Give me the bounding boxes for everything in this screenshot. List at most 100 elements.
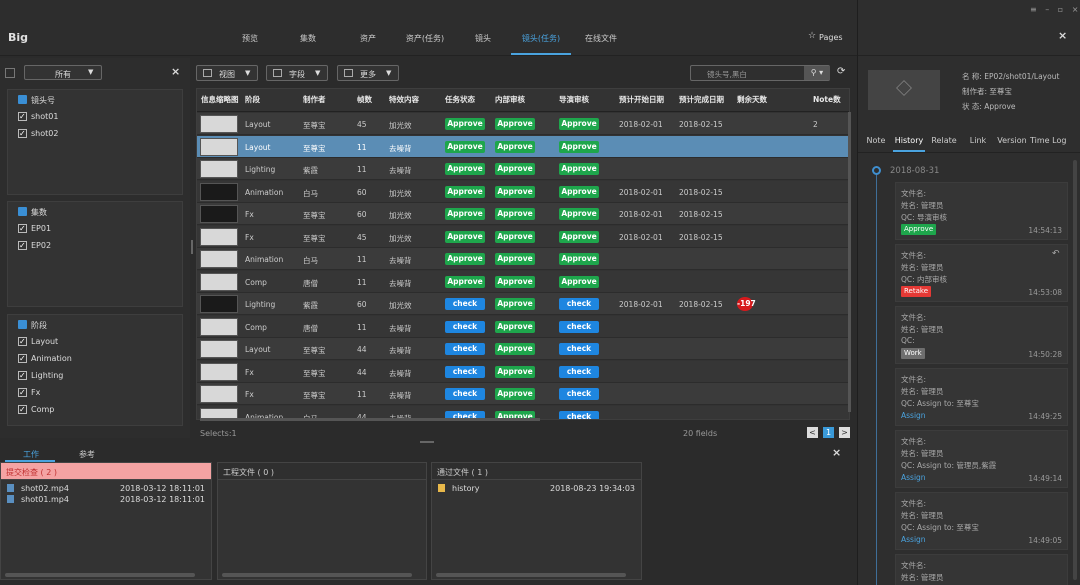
nav-tab[interactable]: 资产(任务) bbox=[405, 34, 445, 43]
cell-text: 2018-02-15 bbox=[679, 210, 723, 219]
logo: Big bbox=[8, 31, 29, 44]
table-row[interactable]: Lighting 紫霞 60 加光效 check Approve check 2018-02-… bbox=[197, 293, 849, 315]
nav-tab[interactable]: 预览 bbox=[242, 34, 258, 43]
filter-dropdown[interactable]: 所有 ▼ bbox=[24, 65, 102, 80]
column-header[interactable]: 信息缩略图 bbox=[201, 95, 239, 104]
page-current[interactable]: 1 bbox=[823, 427, 834, 438]
entry-line: 文件名: bbox=[901, 189, 927, 198]
bottom-close[interactable]: × bbox=[832, 446, 842, 459]
table-row[interactable]: Animation 白马 44 去噪背 check Approve check bbox=[197, 405, 849, 419]
cell-text: 60 bbox=[357, 187, 367, 197]
nav-tab[interactable]: 资产 bbox=[360, 34, 376, 43]
entry-line: QC: 内部审核 bbox=[901, 275, 948, 284]
entry-time: 14:49:14 bbox=[1028, 474, 1062, 483]
table-row[interactable]: Fx 至尊宝 11 去噪背 check Approve check bbox=[197, 383, 849, 405]
detail-tab[interactable]: Time Log bbox=[1030, 136, 1067, 145]
fields-count: 20 fields bbox=[683, 429, 718, 438]
table-row[interactable]: Fx 至尊宝 44 去噪背 check Approve check bbox=[197, 360, 849, 383]
cell-text: 白马 bbox=[303, 188, 318, 198]
column-header[interactable]: 导演审核 bbox=[559, 95, 589, 104]
column-header[interactable]: 剩余天数 bbox=[737, 95, 767, 104]
bottom-tab[interactable]: 参考 bbox=[79, 450, 95, 459]
button-icon bbox=[273, 69, 282, 77]
button-caret: ▼ bbox=[386, 69, 392, 77]
detail-tab[interactable]: Note bbox=[866, 136, 886, 145]
page-prev[interactable]: < bbox=[807, 427, 818, 438]
table-row[interactable]: Fx 至尊宝 60 加光效 Approve Approve Approve 2018-02-0… bbox=[197, 203, 849, 225]
checkbox[interactable]: ✓ bbox=[18, 112, 27, 121]
thumbnail bbox=[200, 137, 238, 156]
detail-tab[interactable]: Version bbox=[997, 136, 1027, 145]
thumbnail bbox=[200, 295, 238, 313]
selects-count: Selects:1 bbox=[200, 429, 237, 438]
table-row[interactable]: Layout 至尊宝 45 加光效 Approve Approve Approve 2018-… bbox=[197, 113, 849, 135]
detail-tab[interactable]: Relate bbox=[931, 136, 957, 145]
checkbox[interactable]: ✓ bbox=[18, 388, 27, 397]
column-header[interactable]: 预计开始日期 bbox=[619, 95, 664, 104]
panel-title: 工程文件 ( 0 ) bbox=[223, 468, 274, 477]
checkbox[interactable]: ✓ bbox=[18, 241, 27, 250]
cell-text: Fx bbox=[245, 390, 254, 399]
page-next[interactable]: > bbox=[839, 427, 850, 438]
table-row[interactable]: Comp 唐僧 11 去噪背 check Approve check bbox=[197, 315, 849, 338]
status-badge: Approve bbox=[495, 320, 535, 333]
cell-text: 加光效 bbox=[389, 211, 412, 220]
file-name[interactable]: shot01.mp4 bbox=[21, 495, 69, 504]
nav-tab[interactable]: 镜头 bbox=[475, 34, 491, 43]
checkbox[interactable]: ✓ bbox=[18, 337, 27, 346]
cell-text: 2 bbox=[813, 120, 818, 129]
thumbnail bbox=[200, 182, 238, 201]
status-badge: Approve bbox=[445, 230, 485, 243]
refresh-icon[interactable]: ⟳ bbox=[837, 66, 846, 77]
column-header[interactable]: 帧数 bbox=[357, 95, 372, 104]
panel-header bbox=[218, 463, 426, 480]
table-row[interactable]: Animation 白马 11 去噪背 Approve Approve Approve bbox=[197, 248, 849, 270]
column-header[interactable]: 任务状态 bbox=[445, 95, 475, 104]
close-detail[interactable]: × bbox=[1058, 29, 1068, 42]
file-name[interactable]: shot02.mp4 bbox=[21, 484, 69, 493]
checkbox[interactable]: ✓ bbox=[18, 405, 27, 414]
checkbox[interactable]: ✓ bbox=[18, 129, 27, 138]
nav-tab[interactable]: 集数 bbox=[300, 34, 316, 43]
nav-tab[interactable]: 镜头(任务) bbox=[521, 34, 561, 43]
checkbox[interactable]: ✓ bbox=[18, 371, 27, 380]
column-header[interactable]: 制作者 bbox=[303, 95, 326, 104]
detail-tab[interactable]: Link bbox=[969, 136, 987, 145]
table-row[interactable]: Layout 至尊宝 44 去噪背 check Approve check bbox=[197, 338, 849, 360]
search-box[interactable]: 镜头号,黑白 ⚲ ▾ bbox=[690, 65, 830, 81]
detail-tab[interactable]: History bbox=[894, 136, 924, 145]
column-header[interactable]: 阶段 bbox=[245, 95, 260, 104]
cell-text: 去噪背 bbox=[389, 256, 412, 265]
file-name[interactable]: history bbox=[452, 484, 480, 493]
table-row[interactable]: Layout 至尊宝 11 去噪背 Approve Approve Approve bbox=[197, 135, 849, 158]
search-placeholder: 镜头号,黑白 bbox=[707, 70, 747, 79]
column-header[interactable]: Note数 bbox=[813, 95, 841, 104]
cell-text: 2018-02-15 bbox=[679, 232, 723, 242]
column-header[interactable]: 预计完成日期 bbox=[679, 95, 724, 104]
table-row[interactable]: Comp 唐僧 11 去噪背 Approve Approve Approve bbox=[197, 270, 849, 293]
cell-text: 白马 bbox=[303, 256, 318, 265]
bottom-tab[interactable]: 工作 bbox=[23, 450, 39, 459]
entry-time: 14:50:28 bbox=[1028, 350, 1062, 359]
table-row[interactable]: Animation 白马 60 加光效 Approve Approve Approve 201… bbox=[197, 180, 849, 203]
table-row[interactable]: Fx 至尊宝 45 加光效 Approve Approve Approve 2018-02-0… bbox=[197, 225, 849, 248]
status-badge: check bbox=[445, 298, 485, 310]
nav-tab[interactable]: 在线文件 bbox=[585, 34, 617, 43]
status-badge: check bbox=[445, 388, 485, 400]
pages-link[interactable]: Pages bbox=[819, 33, 843, 42]
file-panel: 通过文件 ( 1 ) history 2018-08-23 19:34:03 bbox=[431, 462, 642, 580]
table-row[interactable]: Lighting 紫霞 11 去噪背 Approve Approve Approve bbox=[197, 158, 849, 180]
toolbar-button[interactable]: 视图 ▼ bbox=[196, 65, 258, 81]
filter-clear[interactable]: × bbox=[171, 65, 181, 78]
toolbar-button[interactable]: 更多 ▼ bbox=[337, 65, 399, 81]
checkbox[interactable]: ✓ bbox=[18, 224, 27, 233]
checkbox[interactable]: ✓ bbox=[18, 354, 27, 363]
toolbar-button[interactable]: 字段 ▼ bbox=[266, 65, 328, 81]
entry-line: 姓名: 管理员 bbox=[901, 573, 944, 582]
cell-text: 去噪背 bbox=[389, 143, 412, 153]
filter-item: Layout bbox=[31, 337, 59, 346]
column-header[interactable]: 特效内容 bbox=[389, 95, 419, 104]
column-header[interactable]: 内部审核 bbox=[495, 95, 525, 104]
cell-text: 2018-02-15 bbox=[679, 300, 723, 309]
file-panel: 工程文件 ( 0 ) bbox=[217, 462, 427, 580]
